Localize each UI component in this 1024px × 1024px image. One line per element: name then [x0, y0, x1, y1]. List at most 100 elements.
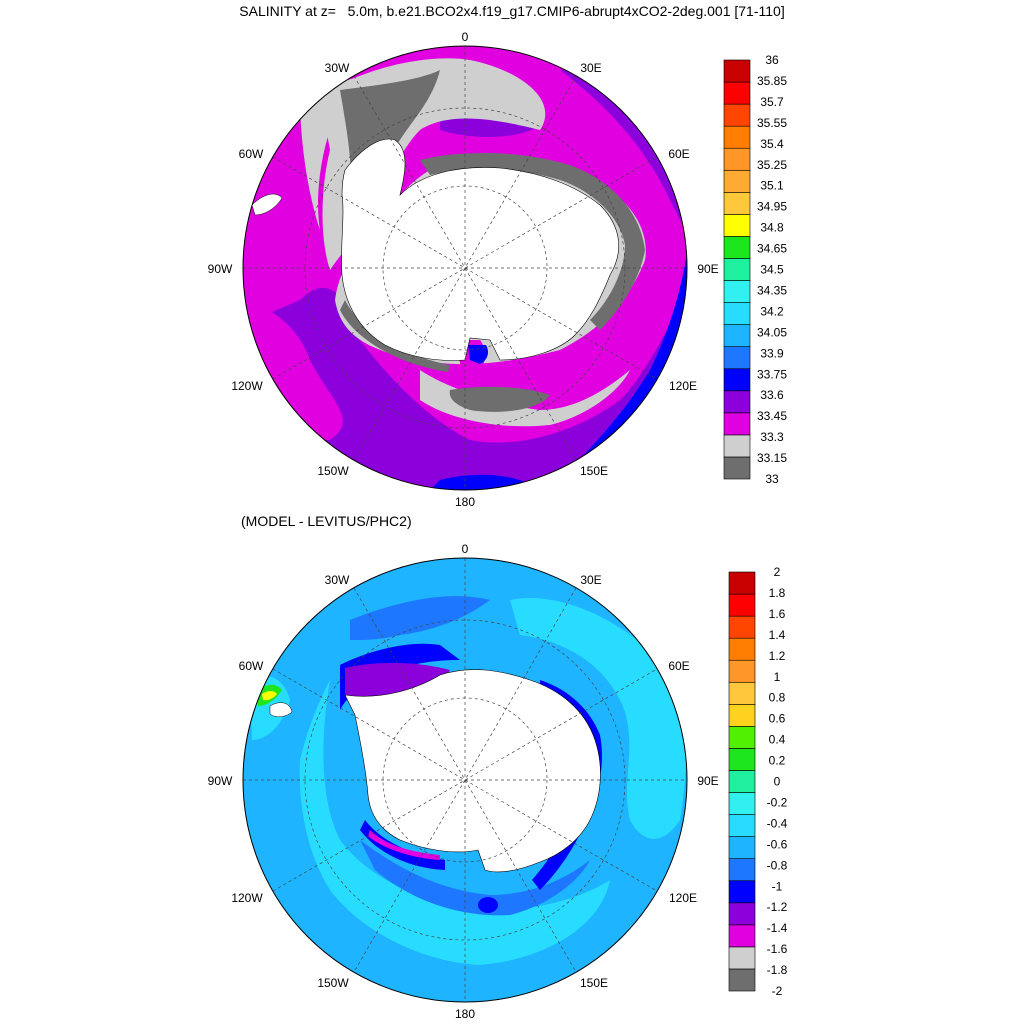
lon-label-90w-bottom: 90W	[208, 774, 233, 788]
anomaly-fill-minus-1-6	[368, 830, 440, 860]
anomaly-colorbar-label: 0.2	[769, 754, 786, 768]
anomaly-patch-minus-1	[478, 897, 498, 913]
anomaly-colorbar-box	[728, 681, 756, 705]
anomaly-colorbar-label: -0.4	[767, 816, 788, 830]
salinity-colorbar-box	[723, 125, 751, 149]
salinity-colorbar-label: 35.55	[757, 116, 787, 130]
lon-label-150e: 150E	[580, 464, 608, 478]
salinity-colorbar-label: 33	[765, 472, 779, 486]
salinity-colorbar-box	[723, 59, 751, 83]
salinity-colorbar-box	[723, 456, 751, 480]
anomaly-colorbar-label: 0.6	[769, 712, 786, 726]
south-america-land	[251, 193, 283, 216]
south-america-land-bottom	[269, 702, 293, 717]
salinity-fill-33-coast-east	[420, 153, 645, 330]
anomaly-colorbar-label: -1.6	[767, 942, 788, 956]
salinity-colorbar-box	[723, 390, 751, 414]
salinity-colorbar-label: 34.2	[760, 304, 784, 318]
lon-label-60w-bottom: 60W	[239, 659, 264, 673]
lon-label-150w: 150W	[317, 464, 349, 478]
lon-label-90e-bottom: 90E	[697, 774, 718, 788]
salinity-colorbar-label: 34.05	[757, 325, 787, 339]
salinity-colorbar-label: 34.8	[760, 221, 784, 235]
anomaly-fill-minus-1-weddell	[340, 643, 460, 710]
lon-label-120e-bottom: 120E	[669, 891, 697, 905]
lon-label-60e-bottom: 60E	[668, 659, 689, 673]
anomaly-colorbar-box	[728, 902, 756, 926]
salinity-colorbar-label: 35.7	[760, 95, 784, 109]
anomaly-colorbar-box	[728, 836, 756, 859]
salinity-colorbar-label: 33.3	[760, 430, 784, 444]
salinity-colorbar-label: 34.35	[757, 283, 787, 297]
anomaly-colorbar-box	[728, 792, 756, 815]
anomaly-colorbar-label: -1.4	[767, 921, 788, 935]
salinity-colorbar: 36 35.85 35.7 35.55 35.4 35.25 35.1 34.95 34.8 34…	[723, 53, 787, 486]
anomaly-colorbar-label: 1.6	[769, 607, 786, 621]
salinity-colorbar-label: 36	[765, 53, 779, 67]
anomaly-colorbar: 2 1.8 1.6 1.4 1.2 1 0.8 0.6 0.4 0.2 0 -0.2 -0.4 -0.6 -…	[728, 565, 788, 998]
salinity-colorbar-box	[723, 324, 751, 347]
anomaly-colorbar-box	[728, 615, 756, 639]
anomaly-colorbar-box	[728, 880, 756, 904]
salinity-colorbar-box	[723, 434, 751, 458]
anomaly-colorbar-label: -2	[772, 984, 783, 998]
lon-label-120w: 120W	[231, 379, 263, 393]
salinity-colorbar-label: 35.25	[757, 158, 787, 172]
anomaly-fill-minus-0-4-south	[299, 680, 610, 965]
salinity-colorbar-box	[723, 214, 751, 237]
anomaly-colorbar-label: -1.8	[767, 963, 788, 977]
anomaly-colorbar-label: 0.8	[769, 691, 786, 705]
salinity-colorbar-label: 33.45	[757, 409, 787, 423]
anomaly-colorbar-box	[728, 748, 756, 771]
lon-label-120e: 120E	[669, 379, 697, 393]
salinity-colorbar-label: 35.85	[757, 74, 787, 88]
salinity-colorbar-label: 33.9	[760, 346, 784, 360]
salinity-colorbar-label: 33.75	[757, 367, 787, 381]
anomaly-colorbar-label: -0.6	[767, 837, 788, 851]
salinity-colorbar-box	[723, 368, 751, 392]
salinity-colorbar-box	[723, 346, 751, 370]
lon-label-90w: 90W	[208, 262, 233, 276]
salinity-map: 0 30E 60E 90E 120E 150E 180 150W 120W 90…	[208, 30, 719, 509]
salinity-colorbar-box	[723, 258, 751, 281]
lon-label-60e: 60E	[668, 147, 689, 161]
anomaly-colorbar-box	[728, 637, 756, 661]
salinity-colorbar-box	[723, 81, 751, 105]
salinity-fill-33-15-ross	[420, 370, 630, 427]
salinity-colorbar-box	[723, 280, 751, 303]
salinity-fill-33-ross-shelf	[449, 386, 550, 412]
anomaly-colorbar-box	[728, 726, 756, 749]
salinity-fill-33-coast-west	[340, 300, 450, 372]
salinity-fill-33-15-weddell	[300, 73, 410, 231]
anomaly-fill-minus-0-4-east	[510, 598, 686, 839]
lon-label-30w: 30W	[325, 61, 350, 75]
anomaly-colorbar-box	[728, 946, 756, 970]
anomaly-colorbar-box	[728, 704, 756, 727]
anomaly-colorbar-box	[728, 814, 756, 837]
lon-label-60w: 60W	[239, 147, 264, 161]
salinity-fill-33-6-north	[420, 474, 540, 490]
salinity-colorbar-box	[723, 412, 751, 436]
anomaly-colorbar-label: -1	[772, 879, 783, 893]
anomaly-colorbar-label: 0	[774, 775, 781, 789]
lon-label-150e-bottom: 150E	[580, 976, 608, 990]
salinity-colorbar-label: 34.65	[757, 242, 787, 256]
lon-label-180: 180	[455, 495, 475, 509]
anomaly-colorbar-label: 1.8	[769, 586, 786, 600]
lon-label-0: 0	[462, 30, 469, 44]
anomaly-colorbar-label: 0.4	[769, 733, 786, 747]
anomaly-colorbar-box	[728, 770, 756, 793]
salinity-colorbar-box	[723, 103, 751, 127]
lon-label-0-bottom: 0	[462, 542, 469, 556]
lon-label-90e: 90E	[697, 262, 718, 276]
map-boundary	[242, 45, 688, 491]
salinity-colorbar-box	[723, 236, 751, 259]
figure-title: SALINITY at z= 5.0m, b.e21.BCO2x4.f19_g1…	[239, 3, 785, 19]
difference-subtitle: (MODEL - LEVITUS/PHC2)	[241, 513, 412, 529]
anomaly-colorbar-label: -1.2	[767, 900, 788, 914]
anomaly-colorbar-box	[728, 593, 756, 617]
anomaly-colorbar-box	[728, 968, 756, 992]
latitude-circle-outer	[304, 107, 626, 429]
lon-label-30e-bottom: 30E	[580, 573, 601, 587]
anomaly-map: 0 30E 60E 90E 120E 150E 180 150W 120W 90…	[208, 542, 719, 1021]
